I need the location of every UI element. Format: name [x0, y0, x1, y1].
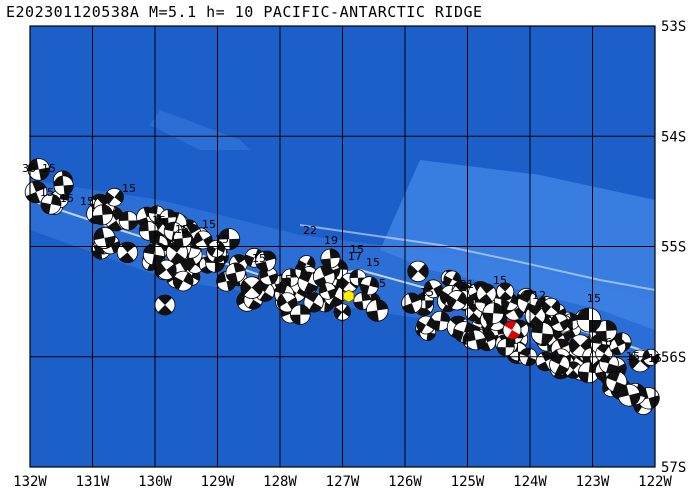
x-tick-label: 124W: [513, 474, 547, 490]
beachball-icon: [416, 315, 436, 335]
depth-label: 12: [532, 289, 546, 302]
x-tick-label: 126W: [388, 474, 422, 490]
y-tick-label: 53S: [661, 19, 686, 35]
depth-label: 15: [60, 192, 74, 205]
beachball-icon: [519, 347, 538, 367]
depth-label: 15: [252, 252, 266, 265]
x-tick-label: 123W: [576, 474, 610, 490]
x-tick-label: 131W: [76, 474, 110, 490]
beachball-icon: [502, 320, 522, 340]
beachball-icon: [172, 270, 194, 292]
beachball-icon: [320, 248, 341, 269]
beachball-icon: [407, 260, 429, 283]
depth-label: 15: [152, 214, 166, 227]
depth-label: 36: [22, 162, 36, 175]
x-tick-label: 129W: [201, 474, 235, 490]
x-tick-label: 125W: [451, 474, 485, 490]
shallow-zone: [380, 160, 655, 330]
beachball-icon: [156, 259, 177, 281]
depth-label: 16: [598, 336, 612, 349]
x-tick-label: 132W: [13, 474, 47, 490]
beachball-icon: [496, 338, 515, 357]
beachball-icon: [138, 221, 159, 241]
epicenter-layer: [343, 289, 355, 303]
depth-label: 15: [420, 286, 434, 299]
beachball-icon: [423, 279, 443, 299]
seamount-shadow: [150, 110, 250, 150]
beachball-icon: [173, 228, 193, 248]
beachball-icon: [303, 292, 324, 313]
beachball-icon: [476, 283, 497, 304]
x-tick-label: 122W: [638, 474, 672, 490]
beachball-icon: [577, 361, 600, 384]
transform-fault-line: [299, 224, 656, 291]
y-tick-label: 56S: [661, 350, 686, 366]
beachball-icon: [576, 307, 602, 333]
beachball-icon: [359, 276, 379, 296]
beachball-icon: [609, 338, 627, 356]
beachball-icon: [617, 383, 641, 407]
beachball-icon: [401, 292, 423, 314]
beachball-icon: [92, 204, 113, 226]
depth-label: 15: [175, 223, 189, 236]
beachball-icon: [446, 290, 467, 311]
depth-label: 15: [278, 273, 292, 286]
beachball-icon: [255, 250, 277, 272]
beachball-icon: [118, 210, 139, 231]
depth-label: 15: [493, 274, 507, 287]
map-frame: [29, 25, 656, 468]
depth-label: 19: [324, 234, 338, 247]
y-tick-label: 55S: [661, 240, 686, 256]
y-tick-label: 57S: [661, 460, 686, 476]
beachball-icon: [290, 304, 311, 325]
beachball-icon: [496, 282, 515, 301]
focal-mechanism-layer: 3615151515151515151515152219151715151521…: [22, 158, 662, 416]
depth-label: 15: [122, 182, 136, 195]
graticule-layer: [29, 25, 656, 468]
depth-label: 15: [372, 277, 386, 290]
y-tick-label: 54S: [661, 129, 686, 145]
depth-label: 15: [42, 162, 56, 175]
beachball-icon: [207, 240, 225, 258]
beachball-icon: [93, 226, 116, 249]
beachball-icon: [541, 297, 561, 317]
depth-label: 15: [80, 195, 94, 208]
x-tick-label: 128W: [263, 474, 297, 490]
beachball-icon: [595, 319, 618, 342]
x-tick-label: 127W: [326, 474, 360, 490]
depth-label: 15: [587, 292, 601, 305]
beachball-icon: [353, 292, 372, 311]
x-tick-label: 130W: [138, 474, 172, 490]
map-title: E202301120538A M=5.1 h= 10 PACIFIC-ANTAR…: [6, 3, 483, 21]
beachball-icon: [530, 322, 554, 345]
depth-label: 17: [348, 250, 362, 263]
beachball-icon: [465, 329, 486, 351]
beachball-icon: [366, 299, 389, 322]
axis-tick-layer: 132W 131W 130W 129W 128W 127W 126W 125W 124W 123W…: [13, 19, 686, 490]
beachball-icon: [595, 344, 613, 363]
depth-label: 15: [202, 218, 216, 231]
beachball-icon: [225, 262, 246, 283]
beachball-icon: [154, 294, 176, 316]
beachball-icon: [318, 282, 337, 300]
beachball-icon: [240, 276, 264, 299]
beachball-icon: [40, 193, 62, 215]
beachball-icon: [53, 175, 74, 196]
depth-label: 15: [366, 256, 380, 269]
beachball-icon: [105, 187, 124, 207]
beachball-icon: [116, 241, 139, 264]
depth-label: 22: [303, 224, 317, 237]
depth-label: 15: [40, 186, 54, 199]
hexagon-icon: [343, 289, 355, 303]
beachball-icon: [27, 158, 51, 181]
beachball-icon: [482, 302, 505, 325]
depth-label: 15: [215, 233, 229, 246]
